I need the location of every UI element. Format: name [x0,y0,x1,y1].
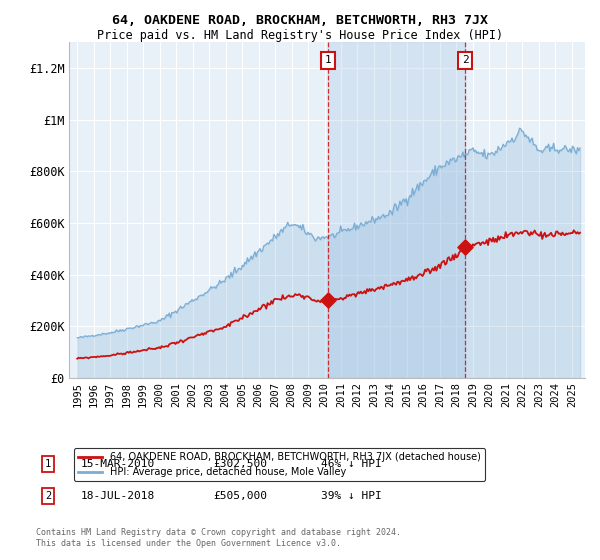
Text: 46% ↓ HPI: 46% ↓ HPI [321,459,382,469]
Text: 64, OAKDENE ROAD, BROCKHAM, BETCHWORTH, RH3 7JX: 64, OAKDENE ROAD, BROCKHAM, BETCHWORTH, … [112,14,488,27]
Text: 2: 2 [45,491,51,501]
Point [461,243,470,252]
Legend: 64, OAKDENE ROAD, BROCKHAM, BETCHWORTH, RH3 7JX (detached house), HPI: Average p: 64, OAKDENE ROAD, BROCKHAM, BETCHWORTH, … [74,449,485,481]
Text: 18-JUL-2018: 18-JUL-2018 [81,491,155,501]
Text: £302,500: £302,500 [213,459,267,469]
Text: 2: 2 [462,55,469,65]
Point [323,295,332,304]
Text: 1: 1 [45,459,51,469]
Text: Price paid vs. HM Land Registry's House Price Index (HPI): Price paid vs. HM Land Registry's House … [97,29,503,42]
Text: 1: 1 [325,55,331,65]
Text: £505,000: £505,000 [213,491,267,501]
Text: 39% ↓ HPI: 39% ↓ HPI [321,491,382,501]
Text: 15-MAR-2010: 15-MAR-2010 [81,459,155,469]
Bar [328,42,466,378]
Text: Contains HM Land Registry data © Crown copyright and database right 2024.
This d: Contains HM Land Registry data © Crown c… [36,528,401,548]
